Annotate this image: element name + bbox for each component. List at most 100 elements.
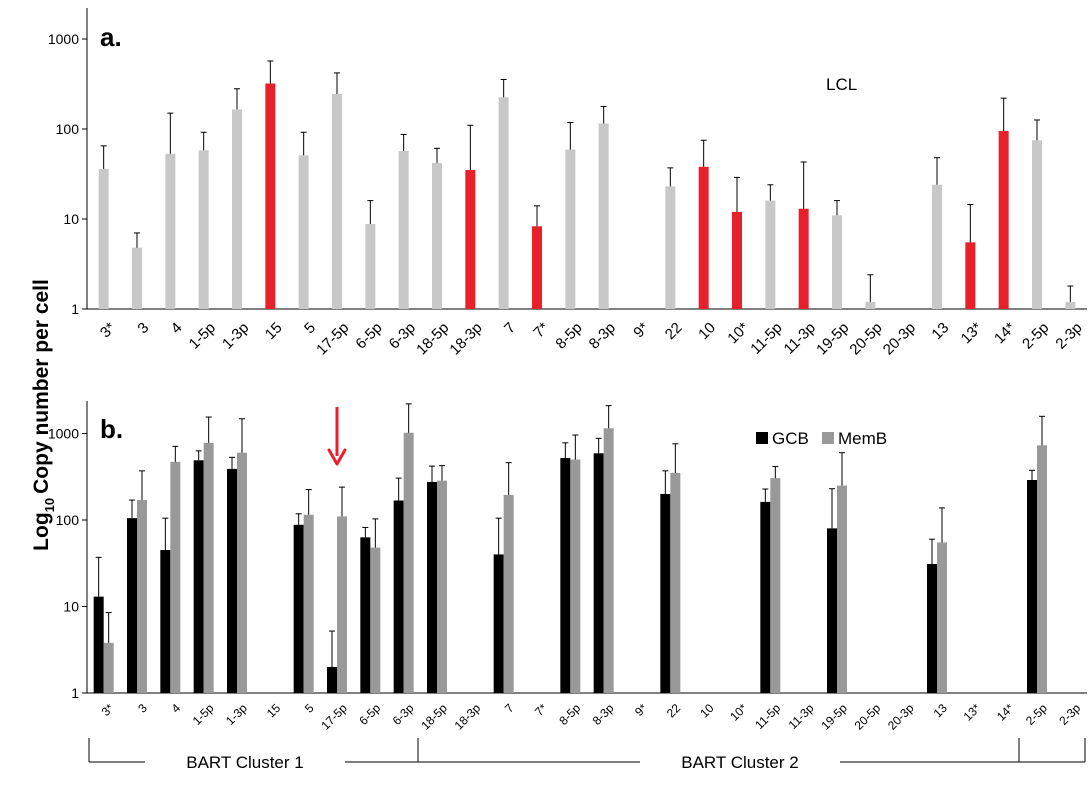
panel-b-bar-gcb-3 bbox=[193, 460, 204, 693]
panel-b-bar-memb-20 bbox=[770, 478, 781, 693]
panel-a-bar-4 bbox=[232, 109, 242, 309]
panel-a-x-label-22: 19-5p bbox=[813, 319, 852, 358]
panel-b-y-tick-label-1: 10 bbox=[63, 599, 79, 615]
panel-a-bar-20 bbox=[765, 200, 776, 309]
panel-a-x-label-8: 6-5p bbox=[352, 319, 385, 352]
panel-b-bars bbox=[93, 403, 1047, 693]
panel-b-x-label-7: 17-5p bbox=[318, 701, 350, 733]
cluster-1-label: BART Cluster 1 bbox=[186, 753, 303, 772]
panel-a-bar-2 bbox=[165, 153, 176, 309]
panel-b-bar-gcb-22 bbox=[827, 528, 837, 693]
panel-a-bar-22 bbox=[832, 215, 842, 309]
panel-b-x-label-13: 7* bbox=[532, 701, 550, 719]
panel-b-bar-memb-22 bbox=[837, 485, 847, 693]
panel-a-bar-10 bbox=[432, 162, 442, 309]
panel-a-bar-8 bbox=[365, 223, 376, 309]
panel-a-bar-21 bbox=[798, 208, 809, 309]
panel-b-x-label-0: 3* bbox=[99, 701, 117, 719]
panel-a-bar-15 bbox=[598, 123, 609, 309]
panel-b-bar-memb-1 bbox=[137, 500, 147, 693]
panel-a-label: a. bbox=[100, 22, 122, 52]
panel-b-x-label-1: 3 bbox=[135, 701, 150, 716]
panel-b-x-label-28: 2-5p bbox=[1023, 701, 1050, 728]
panel-a-x-label-26: 13* bbox=[958, 319, 986, 347]
panel-b-bar-gcb-7 bbox=[327, 666, 337, 693]
panel-a-x-label-3: 1-5p bbox=[186, 319, 219, 352]
panel-a-x-label-29: 2-3p bbox=[1052, 319, 1085, 352]
panel-a-annotation-lcl: LCL bbox=[826, 75, 857, 94]
panel-b-bar-gcb-6 bbox=[293, 524, 304, 693]
legend-label-memb: MemB bbox=[838, 429, 887, 448]
panel-a-bar-9 bbox=[398, 150, 409, 309]
panel-b-bar-memb-3 bbox=[203, 442, 214, 693]
panel-a-x-label-17: 22 bbox=[662, 319, 686, 343]
panel-b-x-label-6: 5 bbox=[302, 701, 317, 716]
panel-a-bar-1 bbox=[132, 247, 142, 309]
panel-b-x-labels: 3* 3 4 1-5p 1-3p 15 5 17-5p 6-5p 6-3p 18-5p 18-3p 7 7… bbox=[99, 701, 1084, 733]
panel-b-bar-memb-10 bbox=[437, 480, 447, 693]
panel-a-x-label-14: 8-5p bbox=[552, 319, 585, 352]
panel-a-x-label-16: 9* bbox=[630, 319, 652, 341]
panel-a-chart: a. LCL 1 10 100 1000 3* 3 4 1-5p 1-3p 15 517-5p 6-… bbox=[48, 8, 1087, 358]
panel-a-x-label-6: 5 bbox=[301, 319, 319, 337]
panel-b-bar-gcb-1 bbox=[127, 518, 137, 693]
panel-b-bar-memb-17 bbox=[670, 472, 681, 693]
panel-b-x-label-2: 4 bbox=[169, 701, 184, 716]
panel-a-x-label-15: 8-3p bbox=[586, 319, 619, 352]
panel-a-bar-3 bbox=[198, 150, 209, 309]
panel-b-bar-gcb-2 bbox=[160, 549, 171, 693]
cluster-brackets: BART Cluster 1 BART Cluster 2 bbox=[88, 738, 1086, 772]
y-axis-title-subscript: 10 bbox=[42, 498, 57, 512]
panel-a-bar-23 bbox=[865, 301, 876, 309]
panel-a-x-label-25: 13 bbox=[928, 319, 952, 343]
panel-a-x-label-20: 11-5p bbox=[747, 319, 785, 357]
panel-b-bar-memb-28 bbox=[1037, 445, 1047, 693]
panel-b-y-tick-label-0: 1 bbox=[71, 685, 79, 701]
panel-a-y-tick-label-0: 1 bbox=[71, 301, 79, 317]
panel-b-bar-memb-15 bbox=[603, 428, 614, 693]
panel-b-bar-gcb-25 bbox=[927, 563, 937, 693]
panel-b-bar-memb-7 bbox=[337, 516, 347, 693]
panel-b-x-label-5: 15 bbox=[264, 701, 284, 721]
legend-swatch-gcb bbox=[756, 432, 768, 444]
panel-b-x-label-9: 6-3p bbox=[390, 701, 417, 728]
panel-a-x-label-10: 18-5p bbox=[413, 319, 452, 358]
panel-a-x-label-13: 7* bbox=[530, 319, 552, 341]
panel-b-bar-gcb-9 bbox=[393, 500, 404, 693]
panel-b-x-label-14: 8-5p bbox=[556, 701, 583, 728]
panel-a-bar-17 bbox=[665, 186, 676, 309]
panel-a-x-label-24: 20-3p bbox=[880, 319, 919, 358]
panel-a-bar-27 bbox=[998, 131, 1009, 309]
panel-b-bar-memb-6 bbox=[303, 514, 314, 693]
panel-b-bar-memb-4 bbox=[237, 452, 247, 693]
panel-a-bar-13 bbox=[532, 226, 542, 309]
panel-b-bar-memb-0 bbox=[103, 642, 114, 693]
panel-a-bar-12 bbox=[498, 97, 509, 309]
panel-a-bar-29 bbox=[1065, 301, 1076, 309]
svg-text:Log10Copy number per cell: Log10 Copy number per cell bbox=[30, 279, 57, 551]
panel-a-x-label-0: 3* bbox=[97, 319, 119, 341]
panel-a-bar-19 bbox=[732, 211, 742, 309]
panel-a-x-label-28: 2-5p bbox=[1019, 319, 1052, 352]
panel-a-y-tick-label-2: 100 bbox=[56, 121, 80, 137]
panel-b-x-label-3: 1-5p bbox=[190, 701, 217, 728]
panel-b-bar-gcb-20 bbox=[760, 501, 771, 693]
panel-b-x-label-27: 14* bbox=[994, 701, 1017, 724]
panel-b-bar-gcb-15 bbox=[593, 453, 604, 693]
panel-b-bar-gcb-8 bbox=[360, 537, 371, 693]
panel-a-x-label-27: 14* bbox=[991, 319, 1019, 347]
panel-b-bar-gcb-10 bbox=[427, 481, 437, 693]
panel-a-x-label-2: 4 bbox=[168, 319, 186, 337]
y-axis-title-main: Copy number per cell bbox=[30, 279, 53, 494]
panel-b-legend: GCB MemB bbox=[756, 429, 887, 448]
panel-a-x-label-4: 1-3p bbox=[219, 319, 252, 352]
panel-b-x-label-12: 7 bbox=[502, 701, 517, 716]
panel-a-x-label-19: 10* bbox=[724, 319, 752, 347]
panel-b-bar-gcb-28 bbox=[1027, 480, 1037, 693]
panel-a-x-label-7: 17-5p bbox=[313, 319, 352, 358]
panel-b-y-tick-label-3: 1000 bbox=[48, 426, 79, 442]
cluster-2-label: BART Cluster 2 bbox=[681, 753, 798, 772]
panel-b-bar-memb-8 bbox=[370, 547, 381, 693]
